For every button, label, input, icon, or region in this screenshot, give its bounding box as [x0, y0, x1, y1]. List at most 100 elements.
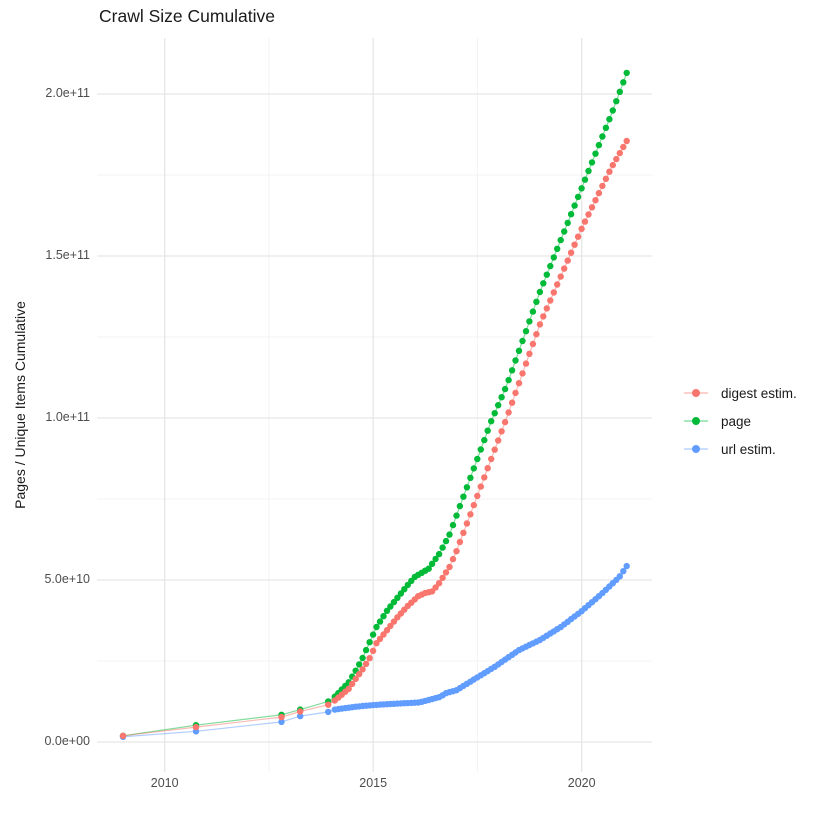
data-point: [446, 563, 453, 571]
data-point: [387, 622, 394, 630]
data-point: [550, 289, 557, 296]
data-point: [470, 465, 477, 472]
data-point: [585, 211, 592, 218]
data-point: [557, 273, 564, 280]
data-point: [278, 713, 285, 721]
data-point: [369, 647, 377, 654]
legend-label-page: page: [721, 413, 752, 429]
data-point: [359, 666, 366, 673]
data-point: [488, 455, 495, 463]
data-point: [595, 141, 603, 149]
data-point: [578, 225, 585, 232]
data-point: [529, 340, 537, 348]
data-point: [616, 88, 623, 96]
data-point: [467, 474, 474, 481]
data-point: [463, 520, 471, 527]
data-point: [491, 410, 498, 417]
data-point: [554, 245, 561, 252]
legend-label-digest: digest estim.: [721, 385, 797, 401]
data-point: [376, 618, 384, 625]
data-point: [446, 531, 453, 538]
data-point: [297, 712, 304, 720]
data-point: [620, 568, 627, 575]
chart-title: Crawl Size Cumulative: [99, 6, 276, 26]
data-point: [606, 116, 613, 123]
data-point: [561, 265, 568, 272]
data-point: [581, 218, 589, 225]
data-point: [602, 124, 610, 131]
data-point: [609, 161, 616, 169]
data-point: [508, 367, 516, 374]
data-point: [564, 257, 571, 264]
data-point: [435, 550, 443, 558]
data-point: [533, 298, 540, 305]
data-point: [439, 574, 446, 581]
data-point: [369, 631, 377, 638]
data-point: [498, 394, 505, 401]
data-point: [543, 271, 550, 278]
data-point: [425, 565, 432, 572]
data-point: [297, 708, 304, 715]
data-point: [606, 168, 613, 175]
data-point: [588, 204, 596, 211]
data-point: [613, 155, 620, 163]
data-point: [522, 360, 530, 367]
data-point: [390, 598, 398, 606]
data-point: [620, 143, 627, 151]
data-point: [442, 537, 450, 545]
data-point: [453, 512, 460, 519]
data-point: [349, 680, 356, 688]
data-point: [474, 455, 481, 463]
data-point: [533, 331, 540, 338]
data-point: [571, 241, 578, 248]
data-point: [397, 590, 405, 597]
legend-key-digest-icon: [684, 389, 708, 397]
data-point: [564, 219, 571, 227]
legend-item-page: page: [683, 407, 797, 435]
data-point: [588, 159, 596, 166]
data-point: [481, 474, 488, 481]
data-point: [390, 618, 398, 625]
data-point: [602, 175, 610, 182]
data-point: [623, 69, 630, 77]
data-point: [362, 660, 370, 667]
data-point: [356, 661, 363, 668]
data-point: [561, 228, 568, 235]
data-point: [366, 655, 373, 662]
series-line-digest-estim-: [122, 140, 628, 737]
data-point: [383, 607, 391, 614]
data-point: [585, 167, 592, 175]
legend-item-digest: digest estim.: [683, 379, 797, 407]
data-point: [574, 193, 582, 201]
data-point: [428, 560, 436, 567]
data-point: [519, 337, 526, 345]
data-point: [550, 254, 557, 261]
data-point: [325, 708, 332, 716]
legend: digest estim. page url estim.: [683, 379, 797, 463]
data-point: [515, 347, 523, 354]
data-point: [439, 544, 446, 551]
data-point: [373, 640, 380, 647]
data-point: [362, 646, 370, 654]
data-point: [278, 718, 285, 726]
data-point: [609, 107, 616, 114]
data-point: [543, 305, 550, 312]
data-point: [613, 98, 620, 105]
data-point: [547, 297, 554, 304]
data-point: [325, 701, 332, 708]
data-point: [571, 202, 578, 209]
data-point: [505, 376, 512, 384]
data-point: [536, 288, 544, 296]
data-point: [394, 594, 401, 601]
data-point: [387, 603, 394, 610]
data-point: [460, 493, 467, 500]
data-point: [574, 233, 582, 240]
data-point: [515, 380, 523, 387]
data-point: [477, 446, 484, 453]
data-point: [442, 569, 450, 576]
data-point: [352, 675, 359, 682]
legend-item-url: url estim.: [683, 435, 797, 463]
data-point: [432, 555, 439, 563]
